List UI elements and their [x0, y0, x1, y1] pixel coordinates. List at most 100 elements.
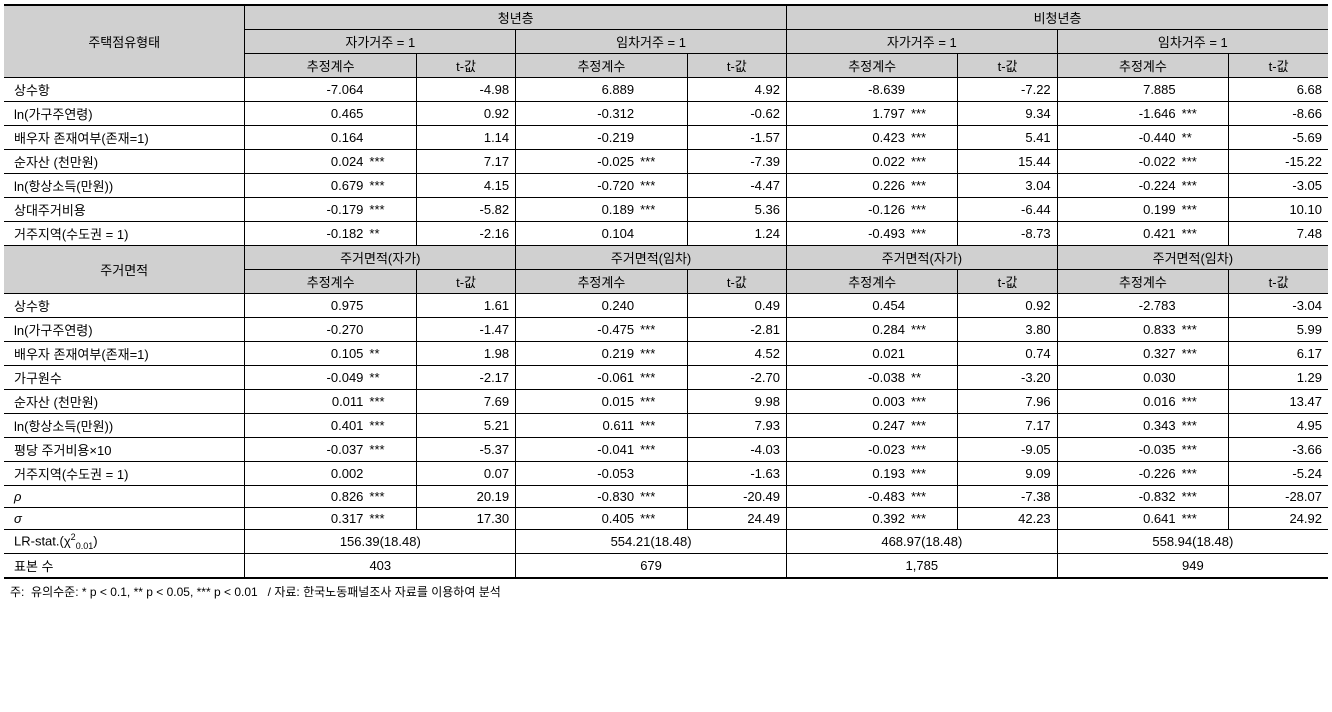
coef-cell: 0.105	[245, 342, 365, 366]
coef-cell: -0.126	[786, 198, 906, 222]
coef-cell: -0.312	[516, 102, 636, 126]
coef-cell: -0.182	[245, 222, 365, 246]
coef-hdr: 추정계수	[786, 270, 957, 294]
lr-val-1: 156.39(18.48)	[245, 530, 516, 554]
t-cell: 6.17	[1229, 342, 1328, 366]
sig-cell	[636, 294, 687, 318]
lr-val-3: 468.97(18.48)	[786, 530, 1057, 554]
t-cell: 5.21	[416, 414, 515, 438]
sig-cell: ***	[636, 438, 687, 462]
t-cell: -5.69	[1229, 126, 1328, 150]
t-hdr: t-값	[687, 270, 786, 294]
row-label: 거주지역(수도권 = 1)	[4, 462, 245, 486]
sample-size-row: 표본 수 403 679 1,785 949	[4, 553, 1328, 578]
t-cell: -7.22	[958, 78, 1057, 102]
t-cell: -5.37	[416, 438, 515, 462]
row-label: ln(가구주연령)	[4, 102, 245, 126]
coef-cell: 0.317	[245, 508, 365, 530]
t-hdr: t-값	[1229, 270, 1328, 294]
sig-cell	[907, 78, 958, 102]
coef-cell: -0.224	[1057, 174, 1177, 198]
coef-cell: -0.219	[516, 126, 636, 150]
t-cell: 1.61	[416, 294, 515, 318]
section2-title: 주거면적	[4, 246, 245, 294]
sig-cell	[365, 462, 416, 486]
t-cell: 1.24	[687, 222, 786, 246]
sig-cell: ***	[365, 198, 416, 222]
row-label: 순자산 (천만원)	[4, 390, 245, 414]
row-label: 배우자 존재여부(존재=1)	[4, 342, 245, 366]
coef-cell: -1.646	[1057, 102, 1177, 126]
coef-cell: -0.493	[786, 222, 906, 246]
sig-cell: ***	[907, 174, 958, 198]
coef-cell: -0.483	[786, 486, 906, 508]
t-cell: -7.38	[958, 486, 1057, 508]
coef-cell: 0.421	[1057, 222, 1177, 246]
sig-cell: ***	[907, 126, 958, 150]
t-cell: 5.99	[1229, 318, 1328, 342]
t-cell: 10.10	[1229, 198, 1328, 222]
sig-cell	[636, 126, 687, 150]
sig-cell	[636, 222, 687, 246]
coef-cell: 0.226	[786, 174, 906, 198]
t-cell: 4.92	[687, 78, 786, 102]
n-val-2: 679	[516, 553, 787, 578]
sig-cell	[636, 78, 687, 102]
row-label: 거주지역(수도권 = 1)	[4, 222, 245, 246]
coef-cell: 6.889	[516, 78, 636, 102]
t-cell: -2.16	[416, 222, 515, 246]
section1-title: 주택점유형태	[4, 5, 245, 78]
coef-hdr: 추정계수	[245, 54, 416, 78]
sig-cell: ***	[907, 198, 958, 222]
sec2-col2: 주거면적(임차)	[516, 246, 787, 270]
t-cell: -2.70	[687, 366, 786, 390]
section2-header: 주거면적 주거면적(자가) 주거면적(임차) 주거면적(자가) 주거면적(임차)…	[4, 246, 1328, 294]
coef-cell: 1.797	[786, 102, 906, 126]
sig-cell	[907, 294, 958, 318]
row-label: 상수항	[4, 294, 245, 318]
coef-cell: -7.064	[245, 78, 365, 102]
sec1-col3: 자가거주 = 1	[786, 30, 1057, 54]
t-cell: -1.47	[416, 318, 515, 342]
group-nonyoung: 비청년층	[786, 5, 1328, 30]
t-cell: -2.81	[687, 318, 786, 342]
sig-cell: ***	[1178, 222, 1229, 246]
coef-cell: 0.015	[516, 390, 636, 414]
section2-body: 상수항0.9751.610.2400.490.4540.92-2.783-3.0…	[4, 294, 1328, 486]
t-cell: 1.14	[416, 126, 515, 150]
n-val-1: 403	[245, 553, 516, 578]
coef-cell: 0.641	[1057, 508, 1177, 530]
coef-cell: 0.826	[245, 486, 365, 508]
coef-cell: -0.440	[1057, 126, 1177, 150]
t-cell: 7.17	[958, 414, 1057, 438]
t-cell: -3.20	[958, 366, 1057, 390]
sig-cell: ***	[1178, 508, 1229, 530]
t-cell: 3.04	[958, 174, 1057, 198]
coef-cell: 0.343	[1057, 414, 1177, 438]
row-label: 순자산 (천만원)	[4, 150, 245, 174]
n-label: 표본 수	[4, 553, 245, 578]
sig-cell: **	[365, 222, 416, 246]
coef-hdr: 추정계수	[1057, 54, 1228, 78]
t-cell: 42.23	[958, 508, 1057, 530]
coef-cell: 0.164	[245, 126, 365, 150]
sig-cell: ***	[365, 390, 416, 414]
sig-cell: ***	[636, 390, 687, 414]
coef-cell: 0.003	[786, 390, 906, 414]
t-cell: -4.98	[416, 78, 515, 102]
sig-cell	[1178, 366, 1229, 390]
t-cell: 0.49	[687, 294, 786, 318]
sig-cell: ***	[365, 438, 416, 462]
t-cell: -1.57	[687, 126, 786, 150]
t-cell: -4.03	[687, 438, 786, 462]
row-label: 가구원수	[4, 366, 245, 390]
group-young: 청년층	[245, 5, 787, 30]
sig-cell: ***	[1178, 174, 1229, 198]
coef-cell: 0.423	[786, 126, 906, 150]
t-hdr: t-값	[958, 54, 1057, 78]
table-row: 가구원수-0.049**-2.17-0.061***-2.70-0.038**-…	[4, 366, 1328, 390]
t-cell: 3.80	[958, 318, 1057, 342]
table-row: ln(항상소득(만원))0.679***4.15-0.720***-4.470.…	[4, 174, 1328, 198]
sig-cell	[636, 102, 687, 126]
table-row: ln(가구주연령)0.4650.92-0.312-0.621.797***9.3…	[4, 102, 1328, 126]
